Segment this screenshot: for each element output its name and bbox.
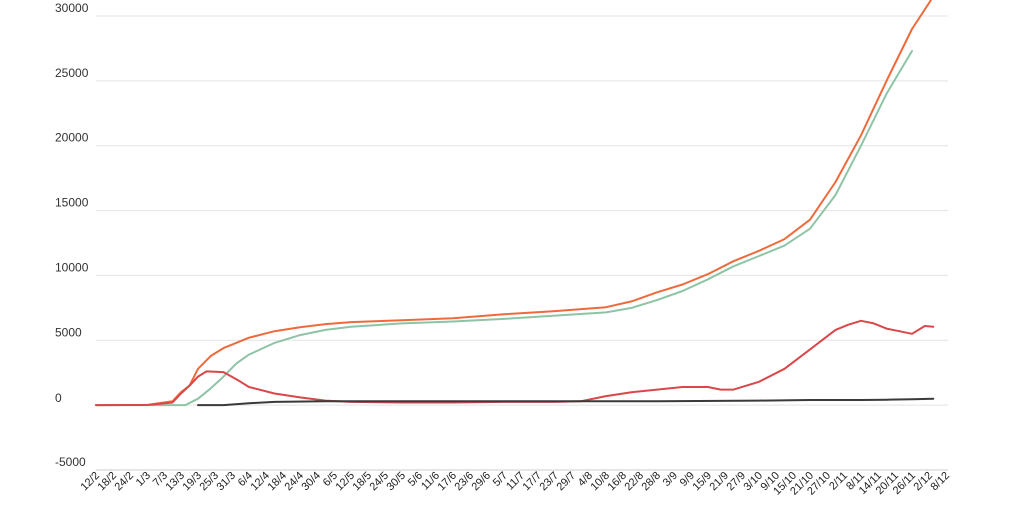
- x-tick-label: 31/3: [214, 470, 238, 494]
- series-line-4: [197, 397, 935, 407]
- series-lines: [95, 0, 935, 407]
- x-tick-label: 8/12: [928, 470, 952, 494]
- y-tick-label: 5000: [55, 325, 82, 339]
- x-tick-label: 29/7: [554, 470, 578, 494]
- series-line-3: [95, 319, 935, 407]
- x-tick-label: 30/4: [299, 470, 323, 494]
- y-tick-label: -5000: [55, 455, 86, 469]
- y-tick-label: 25000: [55, 66, 89, 80]
- x-tick-label: 28/8: [639, 470, 663, 494]
- series-line-2: [95, 50, 913, 407]
- x-axis: 12/218/224/21/37/313/319/325/331/36/412/…: [78, 469, 952, 498]
- y-tick-label: 10000: [55, 260, 89, 274]
- series-line-1: [95, 0, 933, 407]
- y-tick-label: 20000: [55, 131, 89, 145]
- x-tick-label: 29/6: [469, 470, 493, 494]
- x-tick-label: 1/3: [134, 470, 153, 489]
- x-tick-label: 24/2: [112, 470, 136, 494]
- y-tick-label: 30000: [55, 1, 89, 15]
- y-axis-ticks: 30000 25000 20000 15000 10000 5000 0 -5000: [55, 1, 89, 469]
- y-tick-label: 15000: [55, 196, 89, 210]
- gridlines: [96, 15, 948, 471]
- x-tick-label: 3/9: [661, 470, 680, 489]
- x-tick-label: 30/5: [384, 470, 408, 494]
- y-tick-label: 0: [55, 391, 62, 405]
